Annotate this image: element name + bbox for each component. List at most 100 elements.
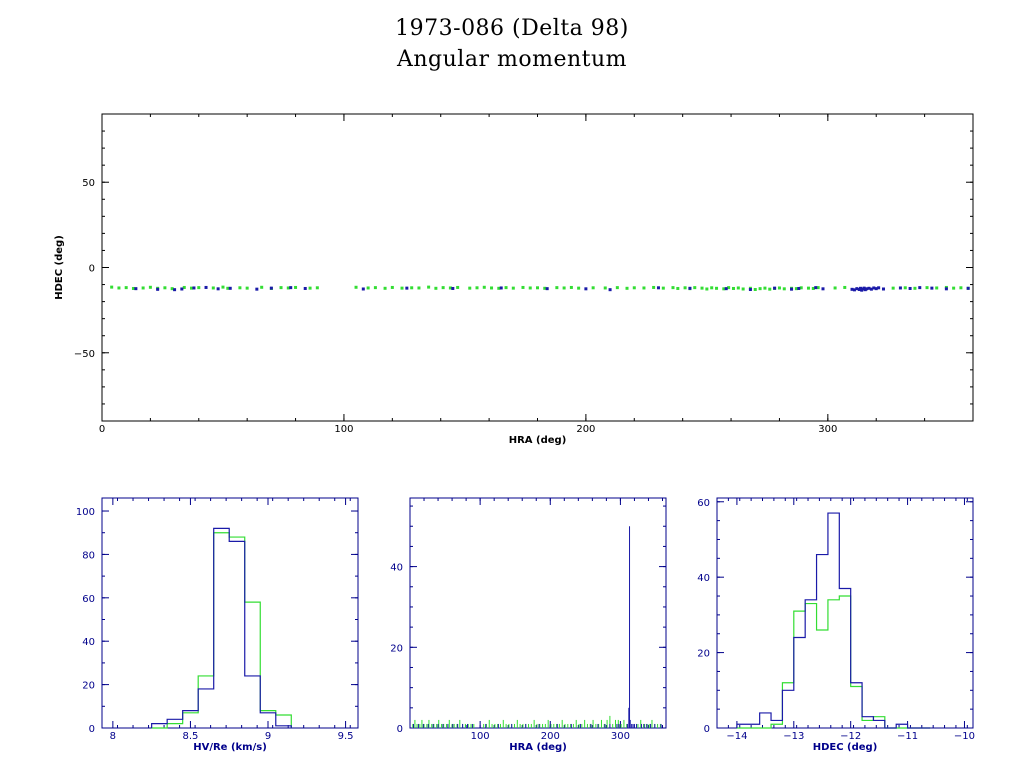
green-point: [354, 285, 358, 289]
blue-point: [656, 286, 660, 290]
blue-point: [608, 288, 612, 292]
green-point: [671, 286, 675, 290]
green-point: [799, 286, 803, 290]
green-point: [652, 285, 656, 289]
blue-point: [790, 287, 794, 291]
blue-point: [173, 288, 177, 292]
x-tick-label: −11: [897, 731, 918, 742]
green-point: [294, 285, 298, 289]
blue-point: [724, 287, 728, 291]
green-point: [642, 286, 646, 290]
green-point: [410, 286, 414, 290]
green-point: [211, 286, 215, 290]
green-point: [806, 286, 810, 290]
blue-point: [966, 286, 970, 290]
blue-point: [918, 286, 922, 290]
blue-point: [545, 287, 549, 291]
green-point: [197, 286, 201, 290]
blue-point: [867, 286, 871, 290]
green-point: [625, 286, 629, 290]
green-point: [562, 286, 566, 290]
blue-point: [180, 287, 184, 291]
green-point: [390, 285, 394, 289]
blue-point: [192, 286, 196, 290]
green-histogram: [736, 595, 931, 729]
green-point: [935, 286, 939, 290]
blue-point: [289, 286, 293, 290]
x-axis-label: HRA (deg): [509, 742, 567, 753]
plot-frame: [716, 497, 974, 729]
blue-point: [872, 286, 876, 290]
blue-point: [134, 287, 138, 291]
x-tick-label: 9: [265, 731, 271, 742]
green-point: [521, 285, 525, 289]
green-point: [536, 286, 539, 290]
green-point: [366, 286, 370, 290]
y-tick-label: 40: [697, 573, 710, 584]
x-tick-label: 300: [611, 731, 630, 742]
green-point: [763, 286, 767, 290]
blue-histogram: [736, 512, 931, 729]
plot-frame: [101, 113, 974, 422]
blue-point: [862, 286, 866, 290]
blue-point: [303, 286, 307, 290]
blue-point: [850, 287, 854, 291]
x-tick-label: 8: [110, 731, 116, 742]
green-point: [777, 286, 781, 290]
y-tick-label: 20: [697, 649, 710, 660]
x-tick-label: 0: [99, 424, 105, 435]
green-point: [427, 285, 431, 289]
green-point: [417, 286, 421, 290]
blue-point: [216, 287, 220, 291]
green-point: [811, 286, 815, 290]
green-point: [441, 286, 445, 290]
blue-point: [855, 287, 859, 291]
green-point: [543, 286, 547, 290]
blue-point: [852, 288, 856, 292]
green-point: [661, 286, 665, 290]
green-point: [124, 286, 128, 290]
green-point: [722, 287, 726, 291]
y-tick-label: 40: [390, 563, 403, 574]
blue-point: [865, 287, 869, 291]
blue-point: [204, 285, 208, 289]
green-point: [569, 285, 573, 289]
blue-point: [858, 286, 862, 290]
green-point: [891, 286, 895, 290]
blue-point: [944, 287, 948, 291]
green-point: [170, 287, 174, 291]
y-tick-label: 20: [390, 643, 403, 654]
y-tick-label: 0: [704, 724, 710, 735]
x-tick-label: −10: [954, 731, 975, 742]
green-point: [482, 285, 486, 289]
blue-point: [814, 286, 818, 290]
blue-point: [930, 286, 934, 290]
y-axis-label: HDEC (deg): [54, 235, 65, 300]
y-tick-label: 60: [82, 594, 95, 605]
green-point: [110, 285, 114, 289]
blue-point: [228, 286, 232, 290]
x-axis-label: HRA (deg): [509, 435, 567, 446]
green-point: [705, 287, 709, 291]
green-point: [903, 286, 907, 290]
blue-point: [255, 287, 259, 291]
green-point: [511, 286, 515, 290]
green-point: [148, 285, 152, 289]
blue-point: [748, 288, 752, 292]
green-point: [141, 286, 145, 290]
blue-point: [156, 287, 160, 291]
x-tick-label: −14: [726, 731, 747, 742]
green-point: [221, 285, 225, 289]
x-tick-label: −13: [783, 731, 804, 742]
y-tick-label: 80: [82, 550, 95, 561]
green-point: [131, 286, 135, 290]
green-point: [782, 287, 786, 291]
green-point: [632, 286, 636, 290]
green-point: [182, 285, 186, 289]
plot-frame: [409, 497, 667, 729]
blue-point: [881, 287, 885, 291]
chart-subtitle: Angular momentum: [397, 47, 627, 72]
blue-point: [797, 286, 801, 290]
green-point: [577, 286, 581, 290]
x-axis-label: HV/Re (km/s): [193, 742, 267, 753]
